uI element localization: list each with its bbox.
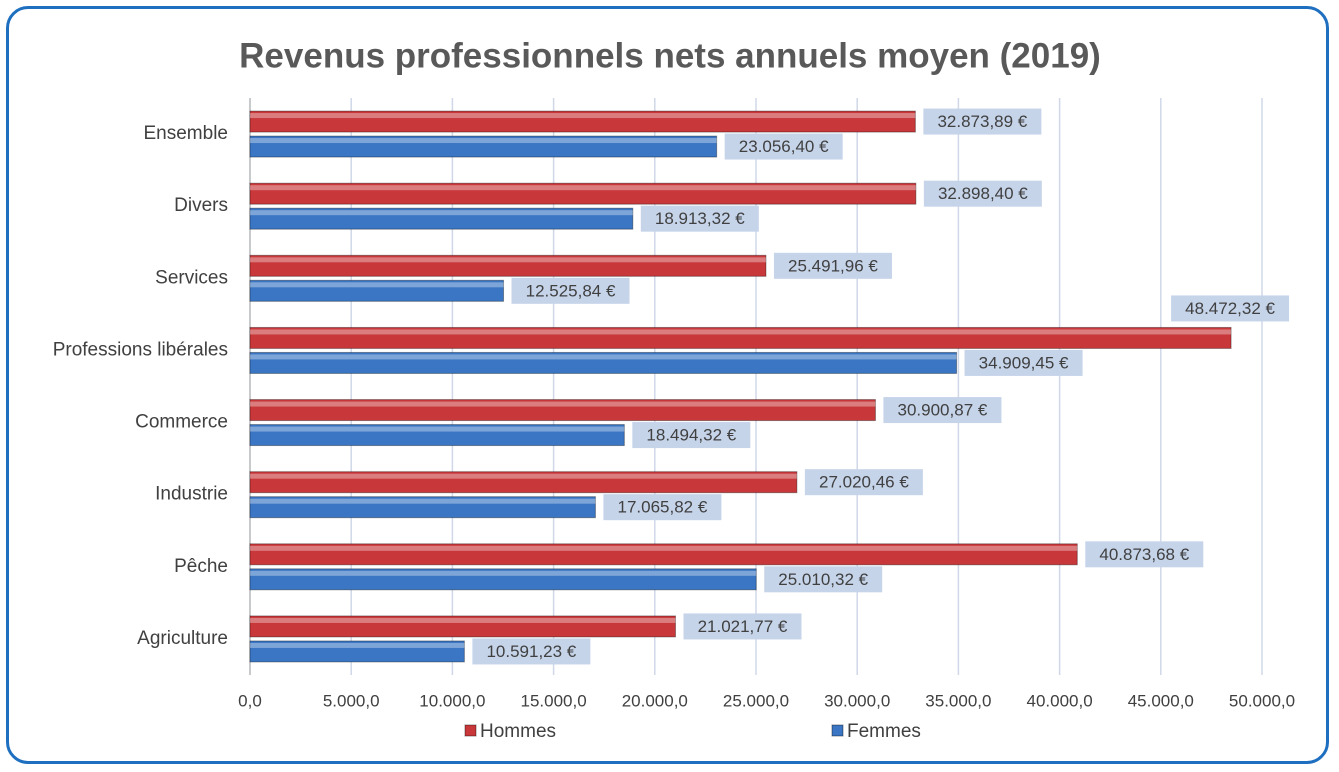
- bar-highlight: [250, 570, 757, 576]
- data-label: 34.909,45 €: [979, 353, 1069, 372]
- bar-highlight: [250, 257, 766, 263]
- data-label-box: [511, 277, 630, 304]
- chart-frame: [6, 6, 1329, 764]
- data-label: 25.010,32 €: [778, 570, 868, 589]
- x-tick-label: 50.000,0: [1229, 691, 1295, 710]
- x-tick-label: 5.000,0: [323, 691, 380, 710]
- data-label-box: [923, 108, 1042, 135]
- legend-swatch: [464, 724, 477, 737]
- data-label-box: [724, 133, 843, 160]
- chart-title: Revenus professionnels nets annuels moye…: [239, 36, 1101, 75]
- data-label: 18.913,32 €: [655, 209, 745, 228]
- x-tick-label: 30.000,0: [824, 691, 890, 710]
- bar: [249, 615, 676, 638]
- data-label-box: [632, 422, 751, 449]
- bar: [249, 110, 916, 133]
- data-label-box: [1171, 295, 1290, 322]
- y-tick-label: Industrie: [155, 484, 228, 505]
- data-label: 23.056,40 €: [739, 137, 829, 156]
- x-tick-label: 25.000,0: [723, 691, 789, 710]
- legend-swatch: [831, 724, 844, 737]
- x-tick-label: 45.000,0: [1128, 691, 1194, 710]
- data-label: 25.491,96 €: [788, 256, 878, 275]
- data-label: 40.873,68 €: [1099, 545, 1189, 564]
- data-label-box: [472, 638, 591, 665]
- data-label-box: [883, 397, 1002, 424]
- bar-highlight: [250, 354, 957, 360]
- data-label: 32.873,89 €: [937, 112, 1027, 131]
- data-label-box: [923, 180, 1042, 207]
- bar: [249, 254, 767, 277]
- data-label-box: [640, 205, 759, 232]
- bar: [249, 568, 757, 591]
- bar: [249, 351, 958, 374]
- x-tick-label: 35.000,0: [925, 691, 991, 710]
- bar-highlight: [250, 642, 465, 648]
- y-tick-label: Ensemble: [144, 123, 229, 144]
- bar-highlight: [250, 329, 1232, 335]
- bar: [249, 496, 596, 519]
- bar-highlight: [250, 545, 1078, 551]
- data-label: 21.021,77 €: [698, 617, 788, 636]
- bar-highlight: [250, 138, 717, 144]
- y-tick-label: Commerce: [135, 412, 228, 433]
- bar: [249, 182, 917, 205]
- x-tick-label: 10.000,0: [419, 691, 485, 710]
- data-label-box: [964, 349, 1083, 376]
- x-tick-label: 20.000,0: [622, 691, 688, 710]
- y-tick-label: Professions libérales: [53, 339, 228, 360]
- bar: [249, 543, 1078, 566]
- bar: [249, 207, 634, 230]
- bar: [249, 424, 625, 447]
- bar-highlight: [250, 401, 876, 407]
- legend-label: Femmes: [847, 721, 921, 742]
- data-label: 48.472,32 €: [1185, 299, 1275, 318]
- bar-highlight: [250, 426, 625, 432]
- data-label: 30.900,87 €: [898, 401, 988, 420]
- bar: [249, 135, 718, 158]
- data-label: 32.898,40 €: [938, 184, 1028, 203]
- y-tick-label: Pêche: [174, 556, 228, 577]
- y-tick-label: Services: [155, 267, 228, 288]
- data-label: 17.065,82 €: [618, 498, 708, 517]
- bar-highlight: [250, 473, 797, 479]
- data-label: 27.020,46 €: [819, 473, 909, 492]
- y-tick-label: Agriculture: [137, 628, 228, 649]
- data-label: 12.525,84 €: [526, 281, 616, 300]
- bar-highlight: [250, 185, 916, 191]
- data-label-box: [683, 613, 802, 640]
- data-label: 18.494,32 €: [646, 426, 736, 445]
- bar: [249, 279, 505, 302]
- bar: [249, 640, 465, 663]
- data-label-box: [1085, 541, 1204, 568]
- bar: [249, 326, 1232, 349]
- bar: [249, 471, 798, 494]
- data-label: 10.591,23 €: [486, 642, 576, 661]
- x-tick-label: 40.000,0: [1027, 691, 1093, 710]
- data-label-box: [603, 494, 722, 521]
- x-tick-label: 15.000,0: [521, 691, 587, 710]
- bar-highlight: [250, 617, 676, 623]
- data-label-box: [804, 469, 923, 496]
- bar-highlight: [250, 498, 596, 504]
- bar-highlight: [250, 282, 504, 288]
- data-label-box: [764, 566, 883, 593]
- bar-highlight: [250, 210, 633, 216]
- x-tick-label: 0,0: [238, 691, 262, 710]
- bar: [249, 399, 876, 422]
- legend-label: Hommes: [480, 721, 556, 742]
- bar-highlight: [250, 113, 916, 119]
- y-tick-label: Divers: [174, 195, 228, 216]
- data-label-box: [773, 252, 892, 279]
